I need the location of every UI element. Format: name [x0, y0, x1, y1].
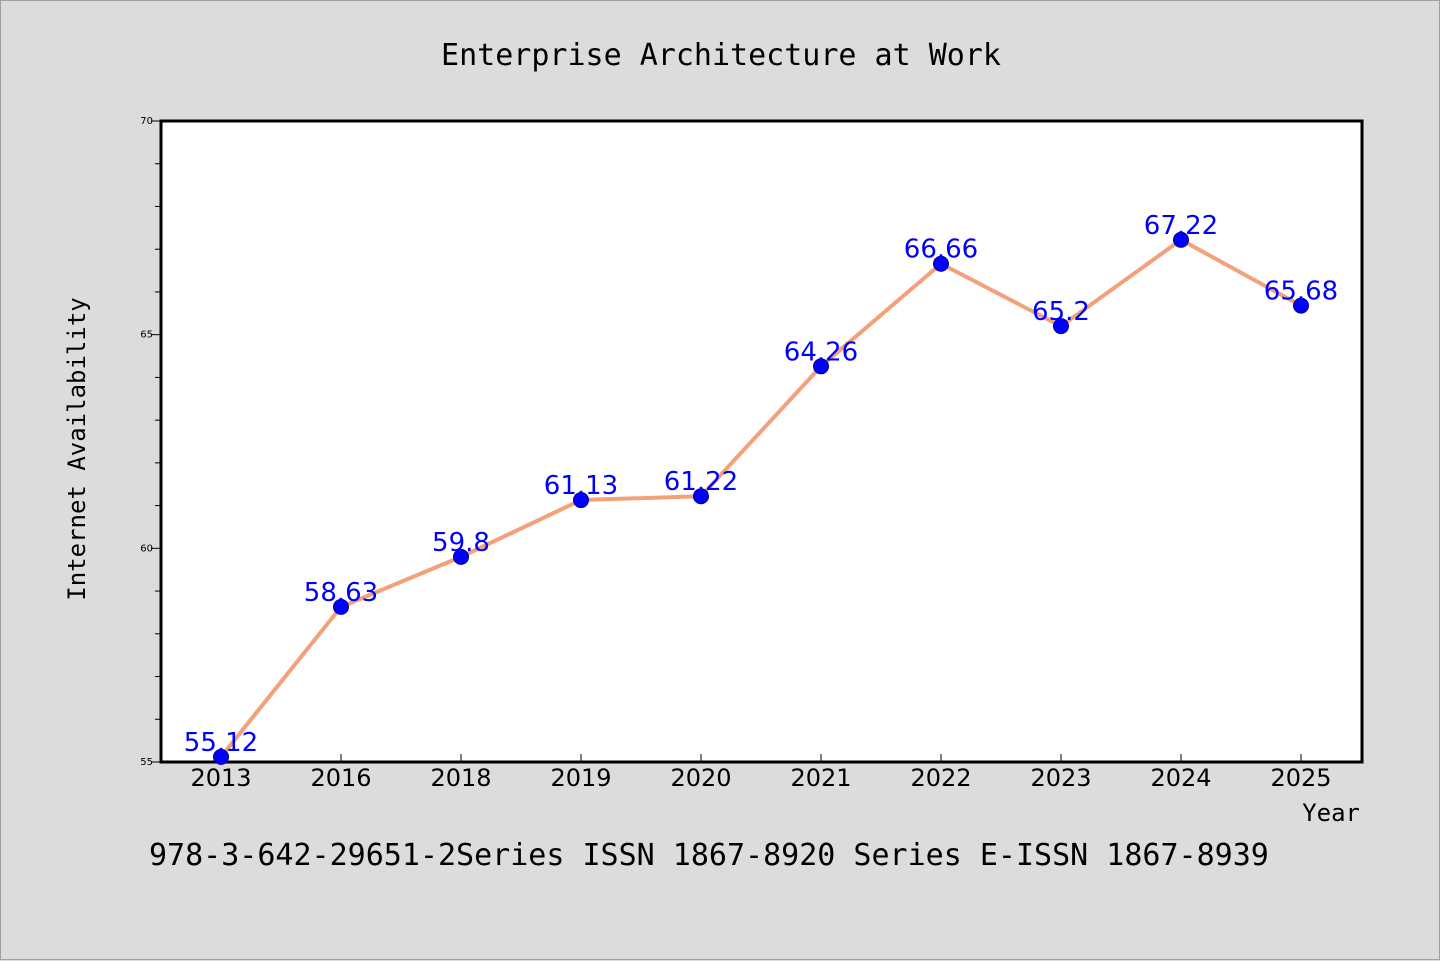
- data-label: 67.22: [1144, 211, 1218, 241]
- plot-area: [159, 119, 1364, 764]
- data-label: 61.13: [544, 471, 618, 501]
- data-label: 65.68: [1264, 277, 1338, 307]
- x-tick-label: 2021: [790, 764, 851, 792]
- data-label: 58.63: [304, 578, 378, 608]
- data-label: 61.22: [664, 467, 738, 497]
- data-point: [933, 255, 949, 272]
- x-tick-label: 2019: [550, 764, 611, 792]
- data-point: [1293, 297, 1309, 314]
- footer-text: 978-3-642-29651-2Series ISSN 1867-8920 S…: [149, 838, 1269, 873]
- x-tick-label: 2023: [1030, 764, 1091, 792]
- x-tick-label: 2024: [1150, 764, 1211, 792]
- x-tick-label: 2013: [190, 764, 251, 792]
- chart-title: Enterprise Architecture at Work: [441, 38, 1001, 73]
- data-label: 64.26: [784, 337, 858, 367]
- x-tick-label: 2022: [910, 764, 971, 792]
- x-tick-label: 2025: [1270, 764, 1331, 792]
- data-point: [1053, 318, 1069, 335]
- x-axis: 2013 2016 2018 2019 2020 2021 2022 2023 2024 2025: [190, 754, 1332, 792]
- data-point: [813, 358, 829, 375]
- y-axis: 55 60 65 70: [140, 116, 161, 768]
- data-labels: 55.12 58.63 59.8 61.13 61.22 64.26 66.66 65.2 67…: [184, 211, 1338, 758]
- data-point: [573, 492, 589, 509]
- data-point: [1173, 231, 1189, 248]
- y-tick-label: 65: [140, 330, 153, 341]
- x-tick-label: 2016: [310, 764, 371, 792]
- y-tick-label: 60: [140, 543, 153, 554]
- data-label: 55.12: [184, 728, 258, 758]
- y-tick-label: 55: [140, 757, 153, 768]
- data-point: [333, 598, 349, 615]
- data-label: 65.2: [1032, 297, 1090, 327]
- x-tick-label: 2020: [670, 764, 731, 792]
- x-axis-label: Year: [1302, 799, 1360, 827]
- data-label: 66.66: [904, 235, 978, 265]
- y-tick-label: 70: [140, 116, 153, 127]
- series-line: [219, 237, 1303, 759]
- data-label: 59.8: [432, 528, 490, 558]
- x-tick-label: 2018: [430, 764, 491, 792]
- data-point: [453, 548, 469, 565]
- data-point: [693, 488, 709, 505]
- series-layer: [213, 231, 1309, 765]
- data-point: [213, 748, 229, 765]
- y-axis-label: Internet Availability: [63, 297, 91, 600]
